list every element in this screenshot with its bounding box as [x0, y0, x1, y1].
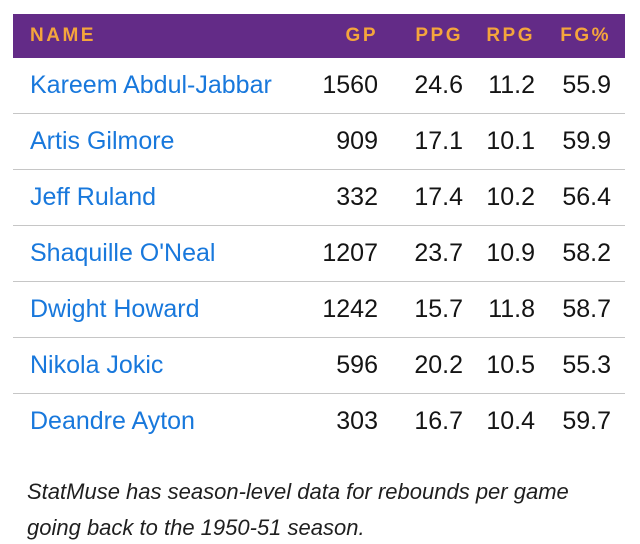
- gp-value: 1242: [300, 281, 378, 338]
- player-name-link[interactable]: Deandre Ayton: [30, 407, 195, 435]
- column-header-fgpct: FG%: [535, 14, 625, 58]
- footnote-text: StatMuse has season-level data for rebou…: [27, 479, 569, 540]
- ppg-value: 15.7: [378, 281, 463, 338]
- ppg-value: 17.4: [378, 169, 463, 226]
- gp-value: 596: [300, 337, 378, 394]
- ppg-value: 16.7: [414, 407, 463, 435]
- fgpct-value: 55.9: [535, 58, 625, 114]
- player-name-link[interactable]: Artis Gilmore: [30, 127, 175, 155]
- rpg-value: 10.9: [463, 225, 535, 282]
- gp-value: 303: [336, 407, 378, 435]
- player-name-link[interactable]: Dwight Howard: [30, 295, 200, 323]
- rpg-value: 11.2: [463, 58, 535, 114]
- fgpct-value: 56.4: [535, 169, 625, 226]
- column-header-ppg: PPG: [378, 14, 463, 58]
- fgpct-value: 59.7: [562, 407, 611, 435]
- players-stat-table: NAME GP PPG RPG FG% Kareem Abdul-Jabbar …: [13, 14, 625, 449]
- ppg-value: 20.2: [378, 337, 463, 394]
- ppg-value: 17.1: [378, 113, 463, 170]
- ppg-value: 24.6: [378, 58, 463, 114]
- fgpct-value: 59.9: [535, 113, 625, 170]
- rpg-value: 10.1: [463, 113, 535, 170]
- column-header-name: NAME: [13, 14, 300, 58]
- rpg-value: 11.8: [463, 281, 535, 338]
- fgpct-value: 58.7: [535, 281, 625, 338]
- player-name-link[interactable]: Shaquille O'Neal: [30, 239, 216, 267]
- table-row: Deandre Ayton 303 16.7 10.4 59.7: [13, 394, 625, 450]
- table-row: Jeff Ruland 332 17.4 10.2 56.4: [13, 169, 625, 226]
- rpg-value: 10.5: [463, 337, 535, 394]
- rpg-value: 10.2: [463, 169, 535, 226]
- player-name-link[interactable]: Jeff Ruland: [30, 183, 157, 211]
- player-name-link[interactable]: Nikola Jokic: [30, 351, 164, 379]
- table-row: Artis Gilmore 909 17.1 10.1 59.9: [13, 113, 625, 170]
- fgpct-value: 58.2: [535, 225, 625, 282]
- player-name-link[interactable]: Kareem Abdul-Jabbar: [30, 71, 272, 99]
- table-row: Nikola Jokic 596 20.2 10.5 55.3: [13, 337, 625, 394]
- stats-table-container: NAME GP PPG RPG FG% Kareem Abdul-Jabbar …: [13, 14, 625, 449]
- column-header-gp: GP: [300, 14, 378, 58]
- fgpct-value: 55.3: [535, 337, 625, 394]
- rpg-value: 10.4: [486, 407, 535, 435]
- table-row: Dwight Howard 1242 15.7 11.8 58.7: [13, 281, 625, 338]
- table-row: Shaquille O'Neal 1207 23.7 10.9 58.2: [13, 225, 625, 282]
- table-header-row: NAME GP PPG RPG FG%: [13, 14, 625, 58]
- gp-value: 1560: [300, 58, 378, 114]
- gp-value: 909: [300, 113, 378, 170]
- gp-value: 332: [300, 169, 378, 226]
- ppg-value: 23.7: [378, 225, 463, 282]
- column-header-rpg: RPG: [463, 14, 535, 58]
- table-row: Kareem Abdul-Jabbar 1560 24.6 11.2 55.9: [13, 58, 625, 114]
- gp-value: 1207: [300, 225, 378, 282]
